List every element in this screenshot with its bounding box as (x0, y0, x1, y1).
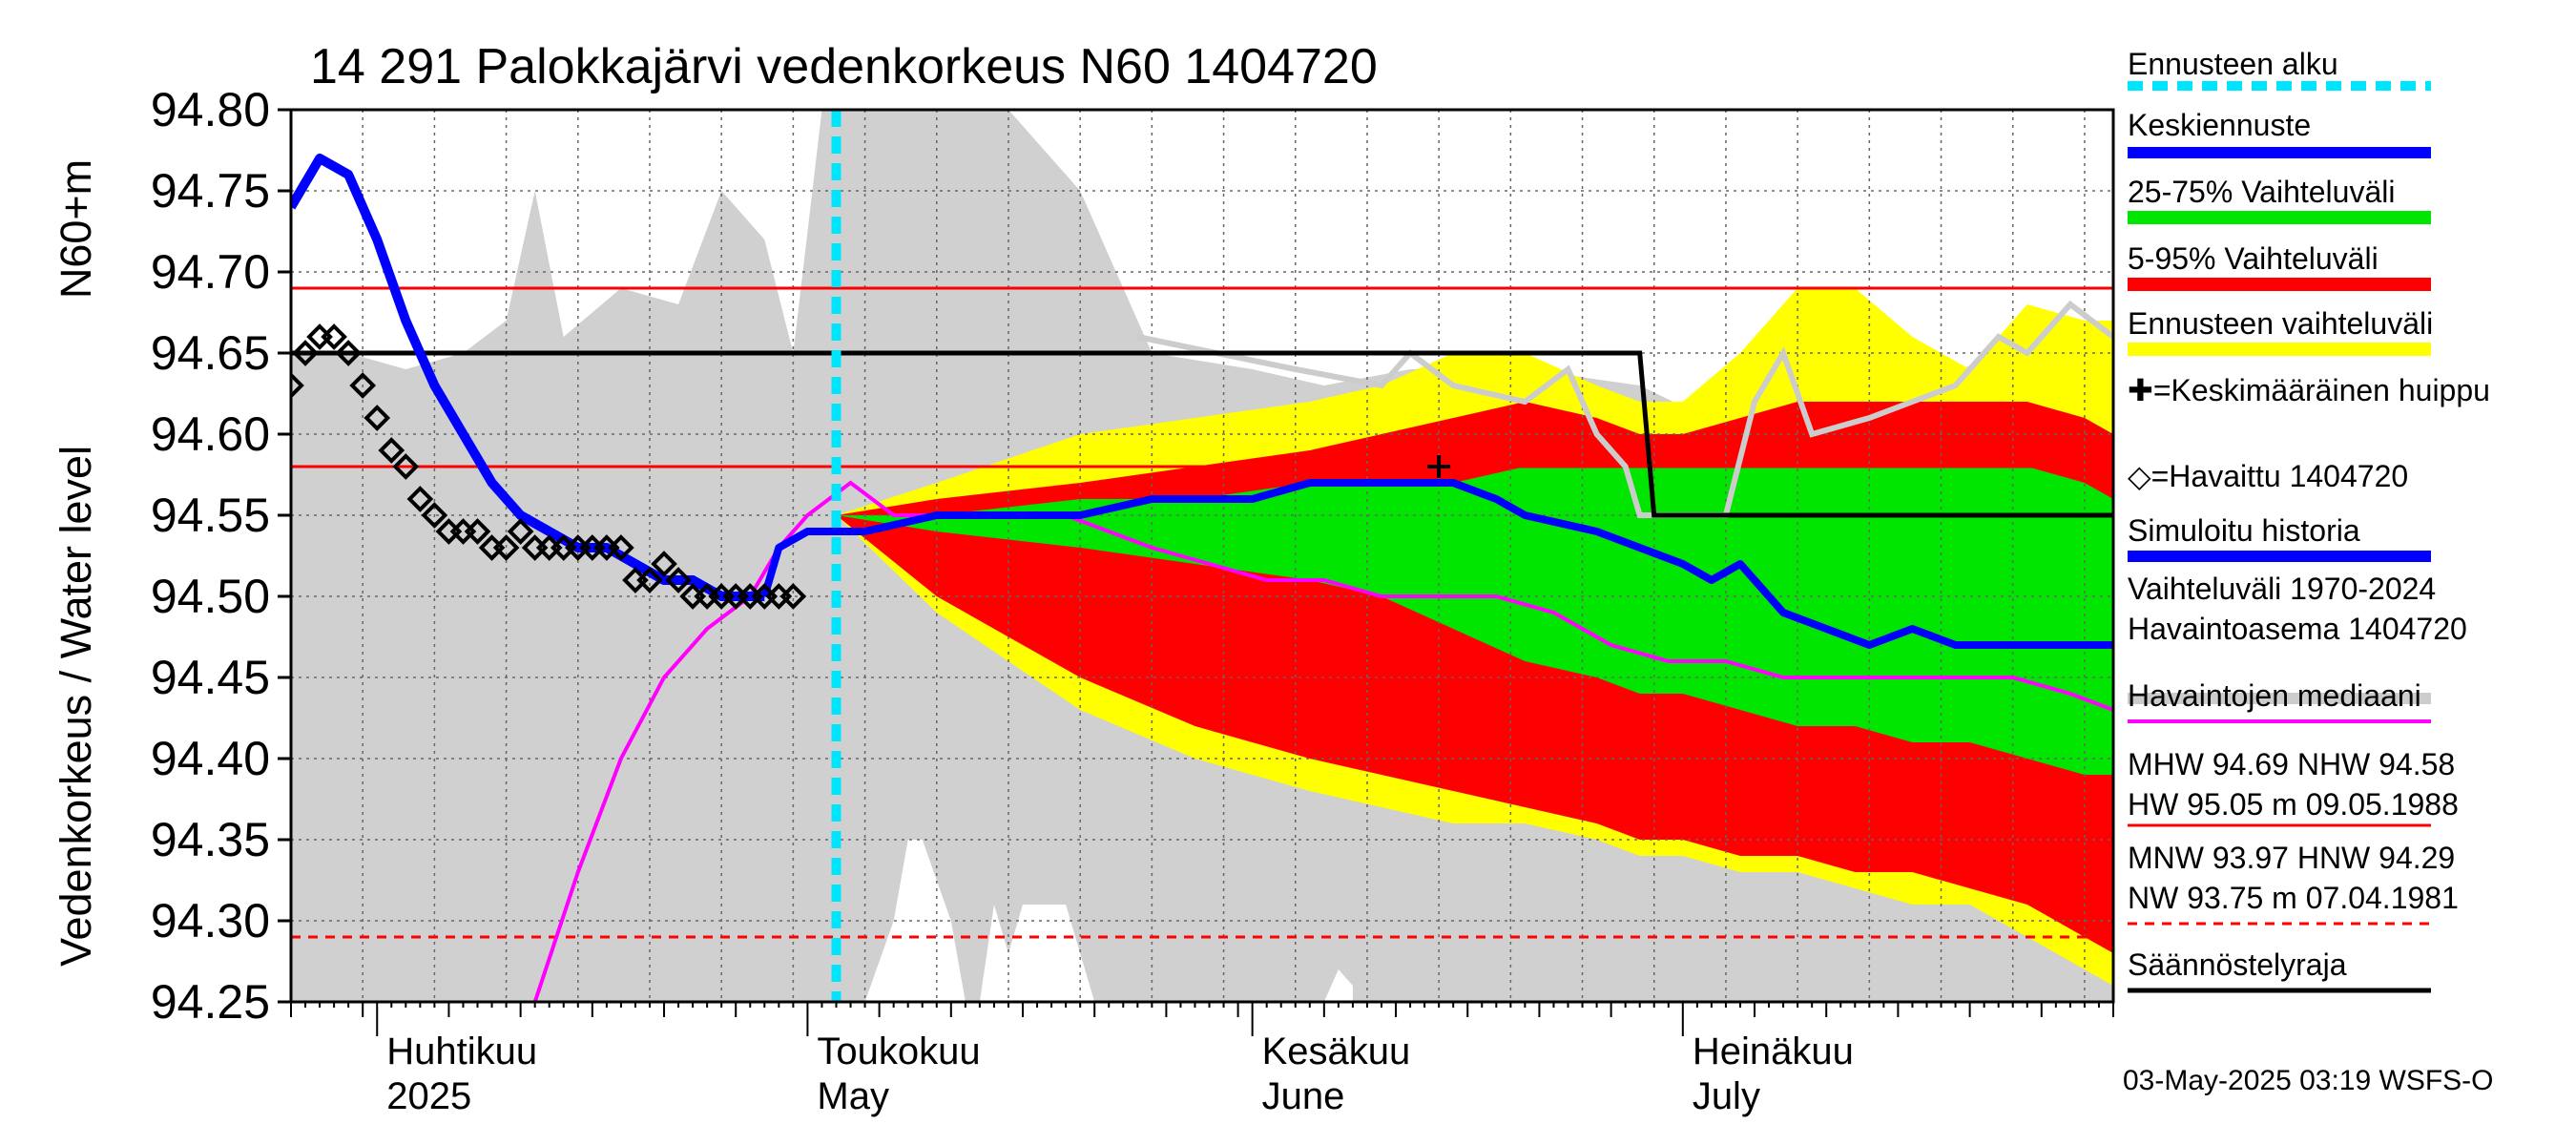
legend-label: Vaihteluväli 1970-2024 (2128, 572, 2436, 606)
y-tick-label: 94.80 (151, 83, 270, 136)
history-range-min-area (864, 840, 1353, 1002)
legend-label: MHW 94.69 NHW 94.58 (2128, 747, 2455, 781)
observed-point (464, 518, 491, 545)
legend-label: Ennusteen alku (2128, 47, 2338, 81)
month-label: Huhtikuu (386, 1030, 537, 1072)
legend-label: MNW 93.97 HNW 94.29 (2128, 841, 2455, 875)
month-label: Kesäkuu (1262, 1030, 1411, 1072)
legend-label: Keskiennuste (2128, 108, 2311, 142)
legend-label: HW 95.05 m 09.05.1988 (2128, 787, 2459, 822)
y-axis-unit: N60+m (52, 159, 100, 299)
observed-point (636, 567, 663, 593)
observed-point (665, 567, 692, 593)
y-tick-label: 94.40 (151, 732, 270, 785)
y-tick-label: 94.75 (151, 164, 270, 218)
legend-label: ◇=Havaittu 1404720 (2128, 459, 2408, 493)
forecast-range-green-band (836, 467, 2113, 775)
y-tick-label: 94.65 (151, 326, 270, 380)
month-sublabel: June (1262, 1075, 1345, 1117)
observed-point (349, 372, 377, 399)
median-forecast-line (760, 479, 2113, 649)
month-sublabel: 2025 (386, 1075, 471, 1117)
y-tick-label: 94.25 (151, 975, 270, 1029)
plot-area (291, 110, 2113, 1002)
month-sublabel: May (817, 1075, 889, 1117)
chart-title: 14 291 Palokkajärvi vedenkorkeus N60 140… (310, 39, 1378, 94)
y-tick-label: 94.30 (151, 894, 270, 947)
simulated-history-line (291, 154, 765, 601)
observed-point (651, 551, 677, 577)
y-tick-label: 94.50 (151, 570, 270, 623)
y-tick-label: 94.35 (151, 813, 270, 866)
observed-point (364, 405, 391, 431)
observed-point (291, 372, 304, 399)
month-label: Toukokuu (817, 1030, 980, 1072)
observed-point (392, 453, 420, 480)
y-tick-label: 94.60 (151, 407, 270, 461)
legend-label: ✚=Keskimääräinen huippu (2128, 373, 2490, 407)
legend-label: Ennusteen vaihteluväli (2128, 306, 2433, 341)
regulation-limit-line (291, 350, 2113, 518)
legend: Ennusteen alku Keskiennuste 25-75% Vaihtel… (2128, 47, 2490, 993)
observed-point (321, 323, 347, 350)
legend-label: NW 93.75 m 07.04.1981 (2128, 881, 2459, 915)
observed-point (492, 534, 520, 561)
reference-lines (291, 286, 2113, 939)
month-sublabel: July (1693, 1075, 1760, 1117)
average-peak-cross (1427, 455, 1451, 478)
legend-label: 5-95% Vaihteluväli (2128, 241, 2379, 276)
observed-point (507, 518, 534, 545)
y-tick-label: 94.45 (151, 651, 270, 704)
average-peak-marker (1427, 455, 1451, 478)
observed-point (608, 534, 634, 561)
y-axis-label: Vedenkorkeus / Water level (52, 446, 100, 967)
month-label: Heinäkuu (1693, 1030, 1854, 1072)
observed-point (378, 437, 405, 464)
legend-label: Havaintojen mediaani (2128, 678, 2421, 713)
observed-point (406, 486, 434, 512)
legend-label: Havaintoasema 1404720 (2128, 612, 2467, 646)
observed-point (779, 583, 807, 610)
y-tick-label: 94.55 (151, 489, 270, 542)
legend-label: 25-75% Vaihteluväli (2128, 175, 2395, 209)
plot-frame (289, 108, 2115, 1004)
footer-timestamp: 03-May-2025 03:19 WSFS-O (2123, 1065, 2494, 1096)
legend-label: Simuloitu historia (2128, 513, 2360, 548)
observed-point (292, 340, 319, 366)
y-tick-label: 94.70 (151, 245, 270, 299)
observed-points (291, 323, 807, 610)
observed-point (335, 340, 362, 366)
median-observed-line (532, 480, 2113, 1002)
y-axis-ticks: 94.80 94.75 94.70 94.65 94.60 94.55 94.50 94.45… (151, 83, 291, 1029)
observed-point (421, 502, 448, 529)
legend-label: Säännöstelyraja (2128, 947, 2347, 982)
